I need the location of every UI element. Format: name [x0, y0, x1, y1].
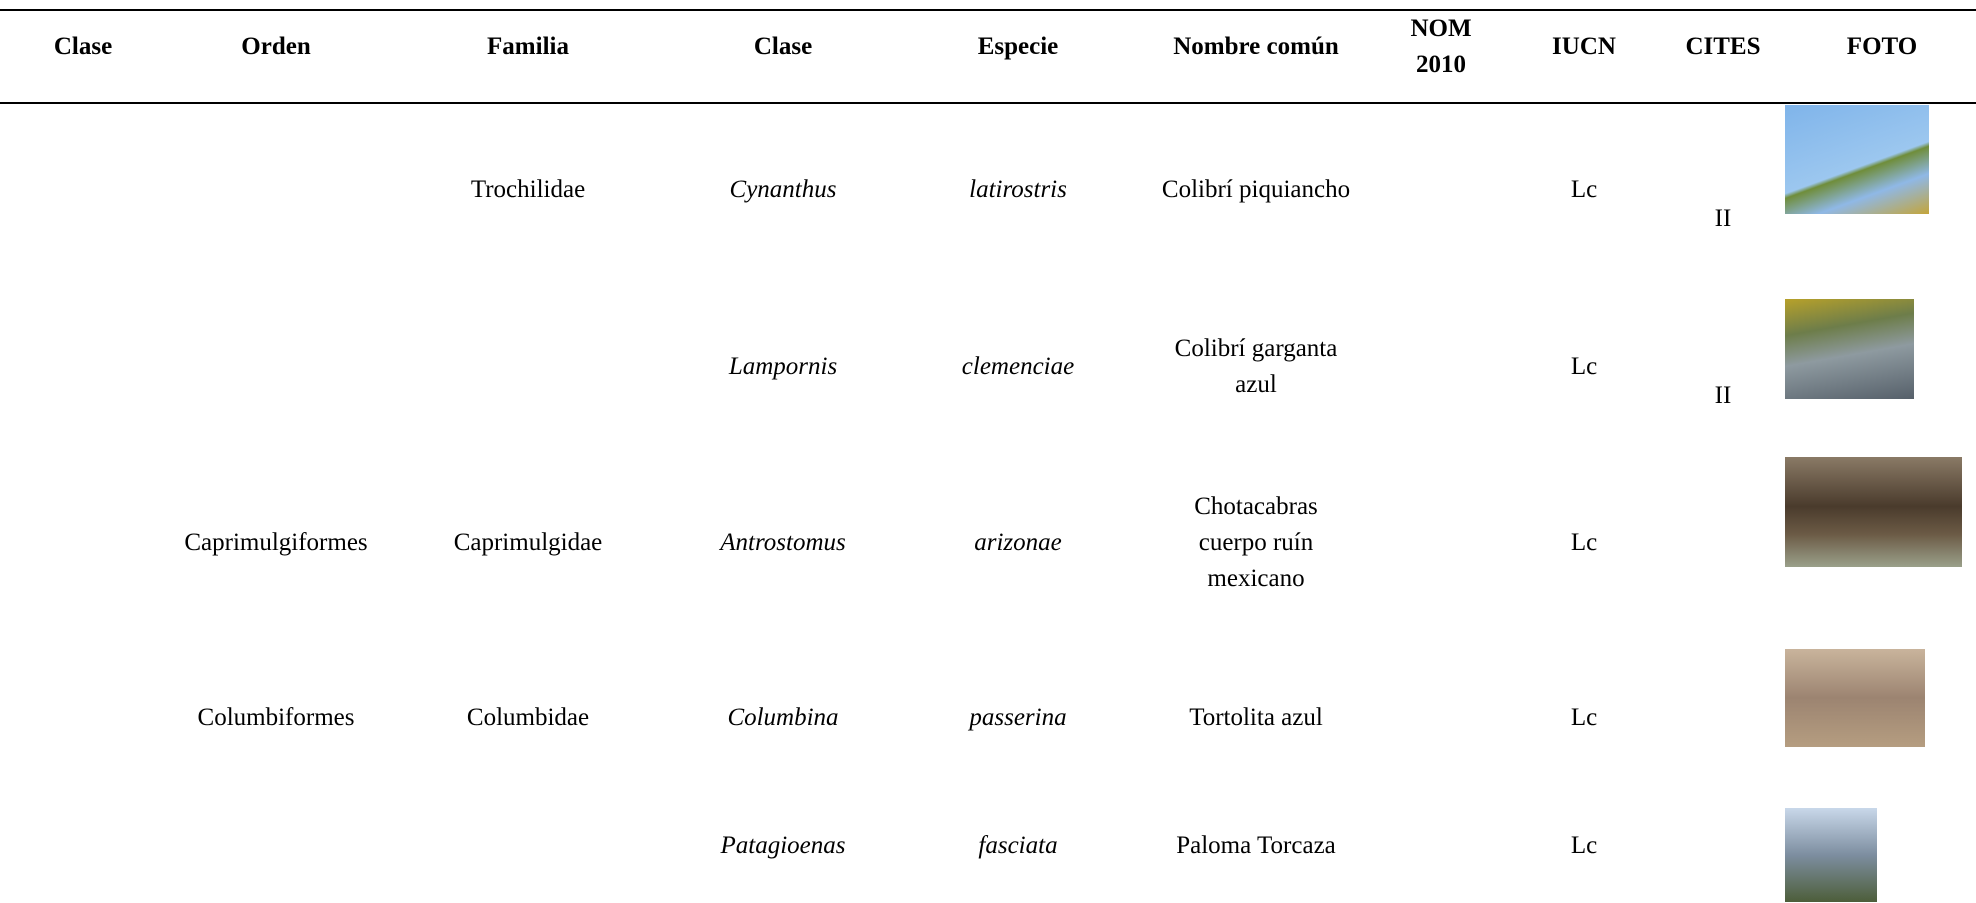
header-cell: Familia: [487, 29, 569, 65]
nombre-comun: Tortolita azul: [1189, 700, 1323, 736]
text-line: Trochilidae: [470, 176, 586, 203]
text-line: Lc: [1570, 529, 1598, 556]
text-line: Especie: [977, 33, 1059, 60]
header-cell: CITES: [1685, 29, 1760, 65]
text-line: Lc: [1570, 704, 1598, 731]
text-line: Familia: [487, 33, 569, 60]
text-line: Colibrí garganta: [1174, 335, 1338, 362]
text-line: Clase: [53, 33, 113, 60]
especie: latirostris: [969, 172, 1067, 208]
text-line: FOTO: [1846, 33, 1918, 60]
iucn: Lc: [1571, 828, 1597, 864]
text-line: mexicano: [1207, 565, 1305, 592]
text-line: Caprimulgiformes: [184, 529, 368, 556]
text-line: Lampornis: [728, 353, 838, 380]
orden: Columbiformes: [198, 700, 355, 736]
text-line: Cynanthus: [729, 176, 837, 203]
text-line: II: [1714, 382, 1732, 409]
nombre-comun: Paloma Torcaza: [1176, 828, 1336, 864]
text-line: Chotacabras: [1194, 493, 1318, 520]
cites: II: [1715, 201, 1732, 237]
iucn: Lc: [1571, 700, 1597, 736]
genero: Columbina: [727, 700, 838, 736]
photo: [1785, 649, 1925, 747]
genero: Antrostomus: [720, 525, 845, 561]
especie: clemenciae: [962, 349, 1074, 385]
text-line: Nombre común: [1173, 33, 1339, 60]
cites: II: [1715, 378, 1732, 414]
photo: [1785, 299, 1914, 399]
photo: [1785, 105, 1929, 214]
nombre-comun: Chotacabras cuerpo ruín mexicano: [1194, 489, 1318, 597]
especie: fasciata: [978, 828, 1057, 864]
header-cell: Especie: [978, 29, 1059, 65]
header-cell: Clase: [54, 29, 112, 65]
text-line: Lc: [1570, 176, 1598, 203]
text-line: Antrostomus: [720, 529, 846, 556]
text-line: 2010: [1415, 51, 1466, 78]
text-line: Columbina: [727, 704, 839, 731]
text-line: II: [1714, 205, 1732, 232]
text-line: Lc: [1570, 353, 1598, 380]
header-cell: IUCN: [1552, 29, 1616, 65]
header-cell: Clase: [754, 29, 812, 65]
photo: [1785, 808, 1877, 902]
text-line: fasciata: [978, 832, 1058, 859]
text-line: Tortolita azul: [1189, 704, 1323, 731]
text-line: Paloma Torcaza: [1176, 832, 1336, 859]
orden: Caprimulgiformes: [184, 525, 367, 561]
text-line: Patagioenas: [720, 832, 846, 859]
header-rule: [0, 102, 1976, 104]
genero: Lampornis: [729, 349, 837, 385]
text-line: arizonae: [974, 529, 1062, 556]
iucn: Lc: [1571, 525, 1597, 561]
header-cell: Nombre común: [1173, 29, 1339, 65]
text-line: Clase: [753, 33, 813, 60]
text-line: IUCN: [1552, 33, 1616, 60]
familia: Columbidae: [467, 700, 589, 736]
text-line: Lc: [1570, 832, 1598, 859]
text-line: passerina: [969, 704, 1067, 731]
iucn: Lc: [1571, 172, 1597, 208]
familia: Caprimulgidae: [454, 525, 603, 561]
text-line: clemenciae: [961, 353, 1075, 380]
familia: Trochilidae: [471, 172, 585, 208]
especie: passerina: [969, 700, 1066, 736]
especie: arizonae: [974, 525, 1062, 561]
header-cell: Orden: [241, 29, 310, 65]
genero: Cynanthus: [730, 172, 837, 208]
text-line: Columbiformes: [197, 704, 355, 731]
header-cell: NOM 2010: [1410, 11, 1471, 83]
top-rule: [0, 9, 1976, 11]
nombre-comun: Colibrí garganta azul: [1175, 331, 1338, 403]
header-cell: FOTO: [1847, 29, 1917, 65]
text-line: Caprimulgidae: [453, 529, 603, 556]
text-line: Columbidae: [466, 704, 590, 731]
photo: [1785, 457, 1962, 567]
text-line: NOM: [1410, 15, 1472, 42]
text-line: cuerpo ruín: [1198, 529, 1314, 556]
text-line: CITES: [1685, 33, 1761, 60]
text-line: Orden: [241, 33, 311, 60]
text-line: Colibrí piquiancho: [1161, 176, 1351, 203]
genero: Patagioenas: [721, 828, 846, 864]
text-line: azul: [1235, 371, 1277, 398]
iucn: Lc: [1571, 349, 1597, 385]
nombre-comun: Colibrí piquiancho: [1162, 172, 1350, 208]
text-line: latirostris: [969, 176, 1067, 203]
